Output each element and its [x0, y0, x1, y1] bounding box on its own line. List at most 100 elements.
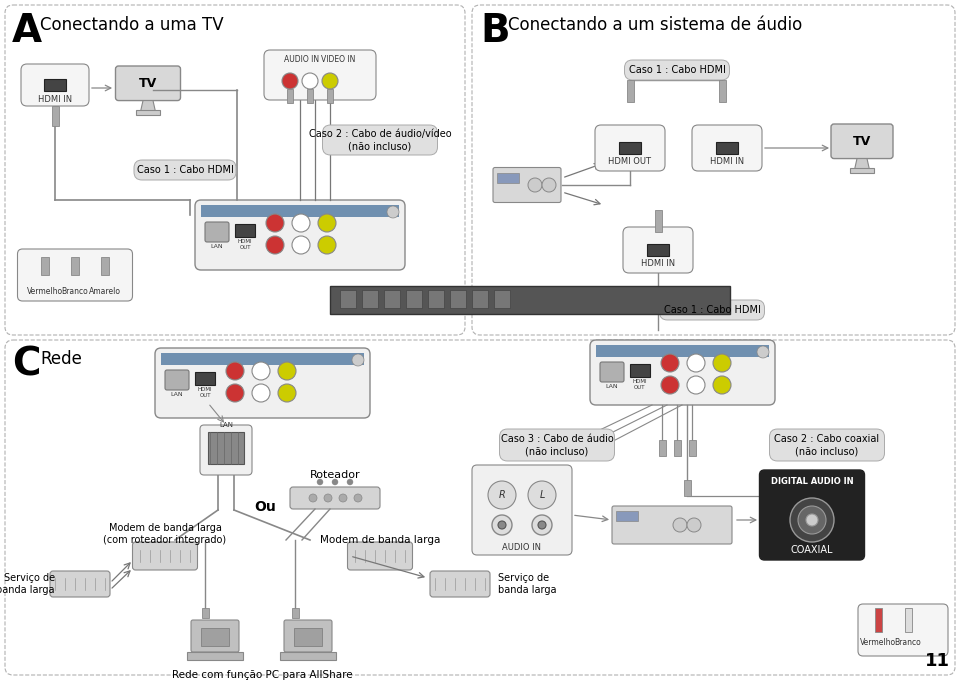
Text: AUDIO IN: AUDIO IN	[284, 55, 320, 63]
Bar	[41, 257, 49, 275]
Circle shape	[339, 494, 347, 502]
Bar	[340, 290, 356, 308]
Circle shape	[687, 354, 705, 372]
Circle shape	[488, 481, 516, 509]
Text: LAN: LAN	[210, 244, 224, 249]
Circle shape	[673, 518, 687, 532]
Text: A: A	[12, 12, 42, 50]
Bar	[659, 440, 665, 456]
Text: HDMI IN: HDMI IN	[710, 158, 744, 166]
Circle shape	[278, 362, 296, 380]
Text: TV: TV	[139, 77, 157, 90]
Text: Branco: Branco	[895, 638, 922, 647]
FancyBboxPatch shape	[134, 160, 236, 180]
Text: Branco: Branco	[61, 286, 88, 295]
Text: C: C	[12, 346, 40, 384]
Bar	[850, 168, 874, 173]
Text: HDMI IN: HDMI IN	[641, 259, 675, 269]
Circle shape	[528, 178, 542, 192]
Circle shape	[806, 514, 818, 526]
Bar	[904, 608, 911, 632]
FancyBboxPatch shape	[264, 50, 376, 100]
Text: 11: 11	[925, 652, 950, 670]
Circle shape	[226, 362, 244, 380]
Circle shape	[687, 376, 705, 394]
Text: Ou: Ou	[254, 500, 276, 514]
Text: TV: TV	[852, 135, 871, 148]
Circle shape	[282, 73, 298, 89]
Bar	[428, 290, 444, 308]
Circle shape	[292, 214, 310, 232]
FancyBboxPatch shape	[600, 362, 624, 382]
FancyBboxPatch shape	[200, 425, 252, 475]
FancyBboxPatch shape	[831, 124, 893, 158]
Bar	[330, 286, 730, 314]
FancyBboxPatch shape	[623, 227, 693, 273]
Polygon shape	[854, 158, 870, 172]
FancyBboxPatch shape	[132, 542, 198, 570]
Circle shape	[713, 376, 731, 394]
Bar	[616, 511, 638, 521]
Bar	[287, 89, 293, 103]
Text: Caso 3 : Cabo de áudio
(não incluso): Caso 3 : Cabo de áudio (não incluso)	[500, 434, 613, 456]
FancyBboxPatch shape	[625, 60, 730, 80]
Text: Modem de banda larga: Modem de banda larga	[320, 535, 441, 545]
Bar	[384, 290, 400, 308]
Text: L: L	[540, 490, 544, 500]
FancyBboxPatch shape	[50, 571, 110, 597]
Circle shape	[266, 214, 284, 232]
FancyBboxPatch shape	[499, 429, 614, 461]
Bar	[472, 290, 488, 308]
Bar	[327, 89, 333, 103]
Circle shape	[278, 384, 296, 402]
Text: Caso 2 : Cabo coaxial
(não incluso): Caso 2 : Cabo coaxial (não incluso)	[775, 434, 879, 456]
Text: Serviço de
banda larga: Serviço de banda larga	[0, 573, 55, 595]
Bar	[136, 110, 160, 115]
Bar	[280, 652, 336, 660]
Text: HDMI
OUT: HDMI OUT	[633, 379, 647, 390]
Circle shape	[532, 515, 552, 535]
Circle shape	[309, 494, 317, 502]
Circle shape	[492, 515, 512, 535]
Bar	[619, 142, 641, 154]
Text: Roteador: Roteador	[310, 470, 360, 480]
Circle shape	[790, 498, 834, 542]
Bar	[208, 432, 244, 464]
FancyBboxPatch shape	[191, 620, 239, 652]
Circle shape	[318, 236, 336, 254]
FancyBboxPatch shape	[21, 64, 89, 106]
Text: Modem de banda larga
(com roteador integrado): Modem de banda larga (com roteador integ…	[104, 523, 227, 545]
Text: Conectando a uma TV: Conectando a uma TV	[40, 16, 224, 34]
FancyBboxPatch shape	[195, 200, 405, 270]
Bar	[292, 608, 299, 618]
Bar	[716, 142, 738, 154]
Bar	[294, 628, 322, 646]
Text: HDMI
OUT: HDMI OUT	[198, 387, 212, 398]
FancyBboxPatch shape	[590, 340, 775, 405]
Text: B: B	[480, 12, 510, 50]
Bar	[161, 353, 364, 365]
Bar	[71, 257, 79, 275]
FancyBboxPatch shape	[612, 506, 732, 544]
Bar	[307, 89, 313, 103]
Bar	[647, 244, 669, 256]
Bar	[406, 290, 422, 308]
Polygon shape	[140, 100, 156, 114]
FancyBboxPatch shape	[660, 300, 764, 320]
Bar	[688, 440, 695, 456]
Text: LAN: LAN	[219, 422, 233, 428]
Text: LAN: LAN	[171, 392, 183, 397]
Circle shape	[318, 214, 336, 232]
Bar	[235, 224, 255, 237]
FancyBboxPatch shape	[17, 249, 132, 301]
Bar	[718, 80, 726, 102]
Text: Caso 1 : Cabo HDMI: Caso 1 : Cabo HDMI	[136, 165, 233, 175]
Text: AUDIO IN: AUDIO IN	[502, 542, 541, 552]
Text: Vermelho: Vermelho	[860, 638, 896, 647]
Text: HDMI OUT: HDMI OUT	[609, 158, 652, 166]
Text: Serviço de
banda larga: Serviço de banda larga	[498, 573, 557, 595]
Circle shape	[322, 73, 338, 89]
Circle shape	[324, 494, 332, 502]
FancyBboxPatch shape	[595, 125, 665, 171]
Circle shape	[302, 73, 318, 89]
